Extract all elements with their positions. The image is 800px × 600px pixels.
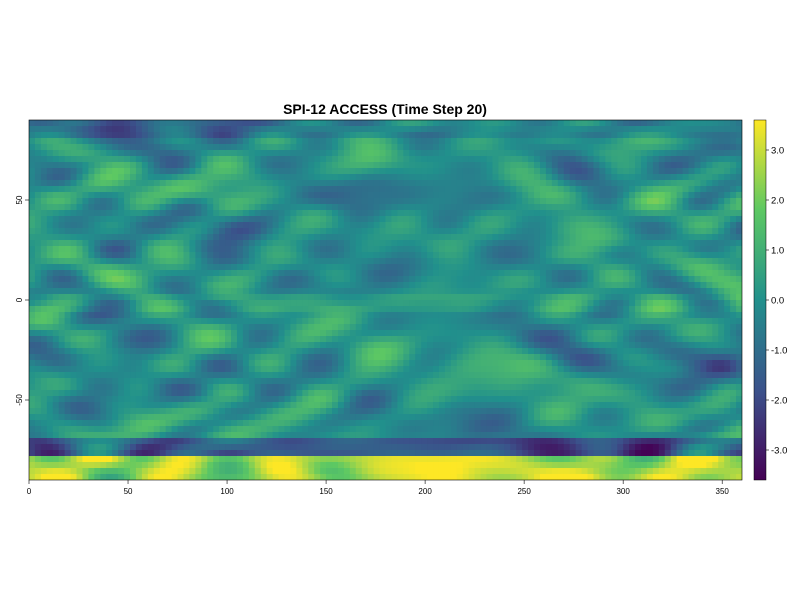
y-tick-label: 0 bbox=[15, 297, 24, 302]
colorbar bbox=[753, 119, 767, 481]
colorbar-tick-label: 3.0 bbox=[771, 146, 784, 157]
colorbar-tick-label: -2.0 bbox=[771, 396, 787, 407]
y-axis: -50 0 50 bbox=[15, 195, 29, 406]
colorbar-tick-label: -3.0 bbox=[771, 446, 787, 457]
y-tick-label: 50 bbox=[15, 195, 24, 204]
chart-title: SPI-12 ACCESS (Time Step 20) bbox=[283, 101, 487, 117]
x-tick-label: 50 bbox=[124, 487, 133, 496]
colorbar-tick-label: 0.0 bbox=[771, 296, 784, 307]
y-tick-label: -50 bbox=[15, 394, 24, 406]
x-tick-label: 0 bbox=[27, 487, 32, 496]
colorbar-axis: 3.0 2.0 1.0 0.0 -1.0 -2.0 -3.0 bbox=[766, 146, 787, 457]
colorbar-tick-label: 2.0 bbox=[771, 196, 784, 207]
x-tick-label: 300 bbox=[616, 487, 630, 496]
x-tick-label: 150 bbox=[319, 487, 333, 496]
x-tick-label: 200 bbox=[418, 487, 432, 496]
x-tick-label: 350 bbox=[716, 487, 730, 496]
x-axis: 0 50 100 150 200 250 300 350 bbox=[27, 480, 730, 496]
heatmap-field bbox=[29, 120, 742, 480]
colorbar-tick-label: 1.0 bbox=[771, 246, 784, 257]
x-tick-label: 250 bbox=[517, 487, 531, 496]
colorbar-tick-label: -1.0 bbox=[771, 346, 787, 357]
x-tick-label: 100 bbox=[220, 487, 234, 496]
